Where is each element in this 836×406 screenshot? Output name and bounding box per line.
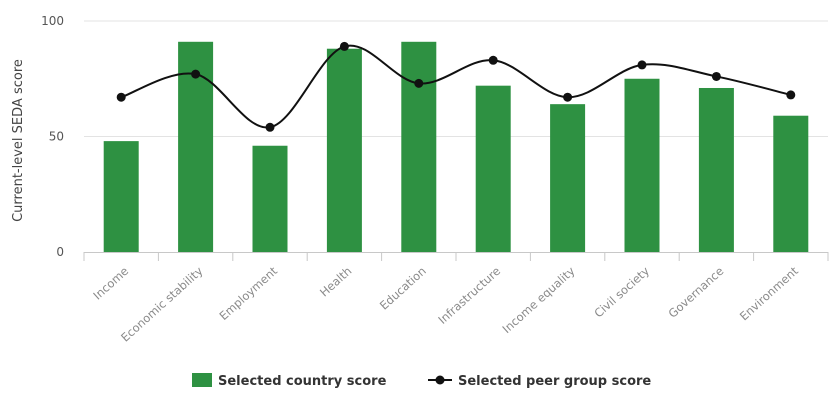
peer-group-point[interactable] [563,92,573,102]
x-category-label: Income equality [500,264,578,336]
y-axis-ticks: 0 50 100 [41,14,64,259]
peer-group-point[interactable] [414,78,424,88]
legend-swatch-bar [192,373,212,387]
legend-swatch-dot [435,375,445,385]
y-axis-title: Current-level SEDA score [11,59,26,222]
bar-country-score[interactable] [252,145,288,252]
peer-group-point[interactable] [265,122,275,132]
peer-group-point[interactable] [786,90,796,100]
x-category-label: Governance [665,264,726,321]
peer-group-point[interactable] [116,92,126,102]
peer-line-group [116,41,796,132]
legend-label-peer: Selected peer group score [458,374,651,389]
peer-group-point[interactable] [488,55,498,65]
legend-item-peer[interactable]: Selected peer group score [428,374,651,389]
bars-group [103,41,809,253]
bar-country-score[interactable] [475,85,511,253]
bar-country-score[interactable] [773,115,809,253]
bar-country-score[interactable] [103,141,139,252]
peer-group-line [120,44,792,129]
peer-group-point[interactable] [637,60,647,70]
legend-label-country: Selected country score [218,374,387,389]
peer-group-point[interactable] [711,71,721,81]
bar-country-score[interactable] [550,104,586,252]
x-category-label: Income [90,264,131,303]
y-tick-label: 50 [49,130,64,144]
x-category-label: Health [317,264,354,300]
x-category-label: Infrastructure [435,264,503,327]
peer-group-point[interactable] [339,41,349,51]
x-category-label: Education [377,264,429,313]
y-tick-label: 100 [41,14,64,28]
bar-country-score[interactable] [698,87,734,253]
x-category-label: Employment [216,264,280,323]
x-axis [83,252,829,261]
x-category-label: Civil society [591,264,652,321]
bar-country-score[interactable] [624,78,660,252]
legend: Selected country score Selected peer grou… [192,373,651,389]
x-category-label: Economic stability [118,264,206,345]
bar-country-score[interactable] [401,41,437,252]
legend-item-country[interactable]: Selected country score [192,373,387,389]
x-category-label: Environment [737,264,801,324]
peer-group-point[interactable] [191,69,201,79]
bar-country-score[interactable] [326,48,362,252]
y-tick-label: 0 [56,245,64,259]
